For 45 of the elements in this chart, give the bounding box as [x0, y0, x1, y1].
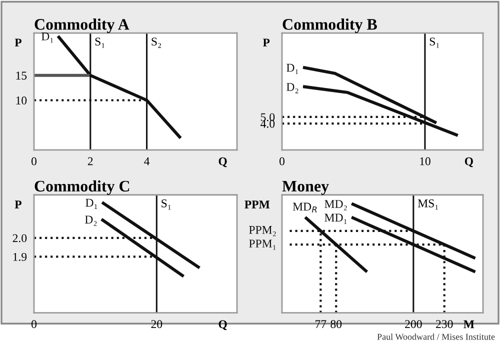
x-axis-title: Q	[218, 157, 227, 168]
y-axis-title: P	[14, 38, 22, 46]
chart-title: Money	[282, 180, 329, 195]
series-label: D₂	[286, 83, 298, 94]
series-label: PPM₁	[249, 240, 276, 250]
x-tick-label: 20	[151, 320, 162, 328]
y-axis-title: P	[262, 38, 270, 46]
text: Paul Woodward / Mises Institute	[377, 333, 495, 340]
y-tick-label: 10	[16, 96, 27, 104]
y-axis-title: P	[14, 200, 22, 208]
x-tick-label: 4	[144, 157, 150, 166]
x-tick-label: 10	[420, 157, 430, 166]
series-label: MD₂	[324, 200, 347, 210]
x-axis-title: M	[464, 320, 474, 328]
series-label: D₁	[41, 32, 53, 43]
y-tick-label: 4.0	[260, 120, 275, 128]
x-tick-label: 0	[32, 320, 36, 328]
series-label: D₂	[84, 216, 97, 226]
y-axis-title: PPM	[244, 200, 270, 208]
ref-line-label: S₁	[95, 38, 104, 48]
series-label: D₁	[86, 198, 98, 209]
x-axis-title: Q	[464, 157, 474, 168]
x-tick-label: 0	[32, 157, 36, 166]
ref-line-label: S₁	[162, 199, 171, 210]
series-label: MD₁	[324, 214, 347, 224]
y-tick-label: 15	[16, 72, 27, 80]
y-tick-label: 1.9	[13, 252, 27, 261]
ref-line-label: S₂	[152, 38, 161, 48]
x-tick-label: 200	[405, 320, 422, 328]
chart-title: Commodity C	[34, 180, 130, 195]
ref-line-label: S₁	[430, 38, 439, 48]
x-tick-label: 230	[436, 320, 453, 328]
series-label: PPM₂	[249, 226, 276, 236]
chart-title: Commodity A	[34, 18, 130, 34]
chart-title: Commodity B	[282, 18, 377, 34]
y-tick-label: 5.0	[260, 113, 275, 122]
y-tick-label: 2.0	[12, 234, 27, 242]
series-label: D₁	[286, 64, 298, 74]
x-axis-title: Q	[218, 320, 227, 330]
x-tick-label: 77	[316, 320, 326, 328]
x-tick-label: 2	[88, 157, 93, 166]
ref-line-label: MS₁	[418, 199, 438, 210]
x-tick-label: 0	[280, 157, 284, 166]
x-tick-label: 80	[330, 320, 342, 328]
series-label: MD$_{R}$	[292, 202, 317, 212]
